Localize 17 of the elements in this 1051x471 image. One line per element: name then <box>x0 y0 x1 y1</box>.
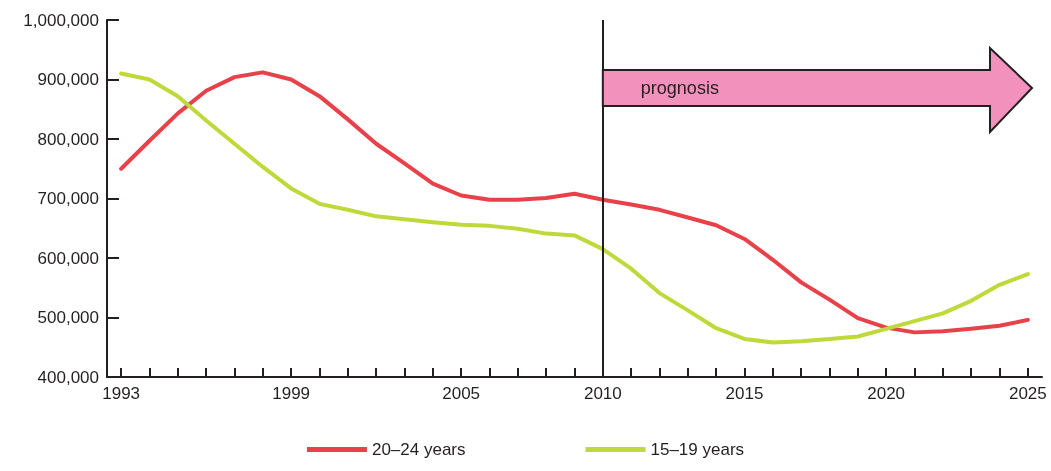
x-tick-label: 2020 <box>867 384 906 403</box>
ref-line-label: prognosis <box>640 78 719 98</box>
y-tick-label: 900,000 <box>37 70 99 89</box>
y-tick-label: 800,000 <box>37 129 99 149</box>
x-tick-label: 2015 <box>725 384 764 403</box>
legend-label: 20–24 years <box>371 440 466 459</box>
x-tick-label: 2025 <box>1008 384 1047 403</box>
y-tick-label: 500,000 <box>37 308 99 327</box>
y-tick-label: 600,000 <box>37 248 99 268</box>
x-tick-label: 2005 <box>442 384 481 403</box>
y-tick-label: 1,000,000 <box>23 10 99 30</box>
y-tick-label: 400,000 <box>37 367 99 387</box>
x-tick-label: 1993 <box>102 384 141 403</box>
x-tick-label: 1999 <box>272 384 311 403</box>
legend-label: 15–19 years <box>650 440 745 459</box>
x-tick-label: 2010 <box>583 384 622 403</box>
y-tick-label: 700,000 <box>37 189 99 208</box>
